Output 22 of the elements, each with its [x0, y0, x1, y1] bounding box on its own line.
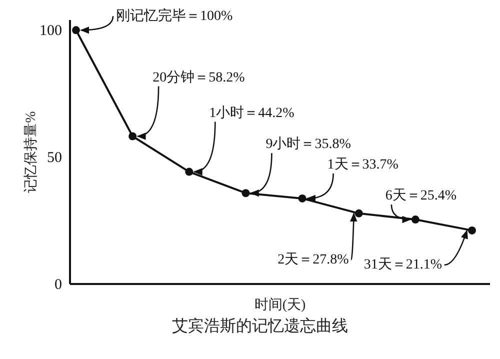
- point: [72, 26, 80, 34]
- point: [242, 189, 250, 198]
- y-tick-label: 100: [40, 23, 62, 40]
- text: 艾宾浩斯的记忆遗忘曲线: [172, 317, 348, 335]
- data-label: 9小时＝35.8%: [266, 136, 352, 152]
- point: [128, 132, 137, 140]
- y-tick-label: 50: [47, 150, 62, 166]
- point: [354, 209, 363, 218]
- y-axis-title: 记忆保持量%: [23, 110, 39, 193]
- point: [298, 194, 306, 202]
- data-label: 1小时＝44.2%: [209, 104, 295, 121]
- data-label: 31天＝21.1%: [364, 257, 442, 272]
- data-label: 6天＝25.4%: [385, 188, 457, 204]
- data-label: 刚记忆完毕＝100%: [116, 8, 233, 24]
- data-label: 1天＝33.7%: [327, 157, 399, 172]
- y-tick-label: 0: [54, 277, 62, 293]
- point: [185, 168, 194, 176]
- data-label: 2天＝27.8%: [278, 252, 350, 268]
- data-label: 20分钟＝58.2%: [152, 69, 246, 86]
- point: [411, 216, 420, 224]
- x-axis-title: 时间(天): [254, 297, 306, 313]
- point: [468, 226, 476, 234]
